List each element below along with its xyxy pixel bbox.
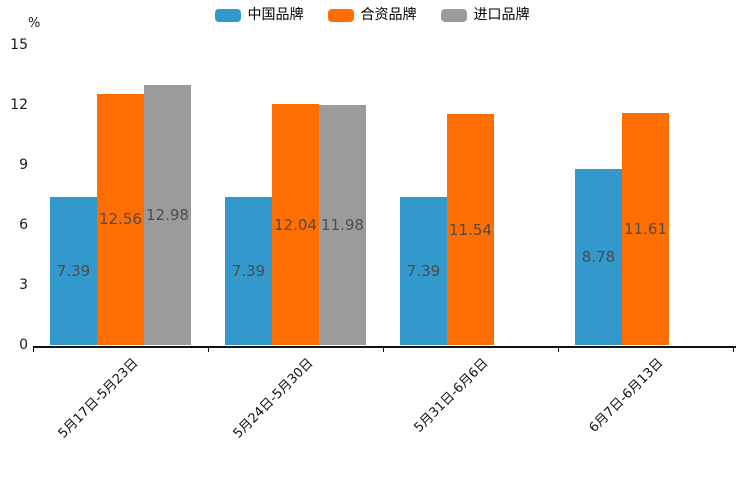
legend-label-china-brand: 中国品牌 (247, 7, 304, 23)
bar-value-label: 7.39 (56, 262, 91, 281)
x-axis-tick (383, 347, 385, 352)
y-tick-label: 3 (19, 277, 28, 293)
bar (575, 169, 622, 345)
x-axis-tick (733, 347, 735, 352)
legend-swatch-china-brand (214, 9, 241, 22)
legend-label-joint-venture-brand: 合资品牌 (360, 7, 417, 23)
legend-swatch-joint-venture-brand (327, 9, 354, 22)
bar (50, 197, 97, 345)
x-category-label: 5月17日-5月23日 (55, 355, 141, 442)
y-tick-label: 6 (19, 217, 28, 233)
bar-value-label: 11.98 (321, 216, 364, 235)
bar-value-label: 7.39 (406, 262, 441, 281)
x-category-label: 5月31日-6月6日 (410, 355, 491, 436)
x-axis-line (33, 346, 736, 348)
bar-value-label: 7.39 (231, 262, 266, 281)
x-category-label: 5月24日-5月30日 (230, 355, 316, 442)
bar (272, 104, 319, 345)
y-tick-label: 12 (10, 97, 28, 113)
legend-swatch-import-brand (440, 9, 467, 22)
y-tick-label: 0 (19, 337, 28, 353)
bar-value-label: 12.04 (274, 215, 317, 234)
x-category-label: 6月7日-6月13日 (585, 355, 666, 436)
bar-value-label: 11.54 (449, 220, 492, 239)
bar (622, 112, 669, 345)
bar (144, 85, 191, 345)
x-axis-tick (33, 347, 35, 352)
bar (225, 197, 272, 345)
y-axis-unit-label: % (28, 16, 41, 31)
bar-value-label: 12.56 (99, 210, 142, 229)
legend-item-import-brand[interactable]: 进口品牌 (440, 7, 530, 23)
legend-item-china-brand[interactable]: 中国品牌 (214, 7, 304, 23)
bar-value-label: 11.61 (624, 219, 667, 238)
bar-value-label: 12.98 (146, 206, 189, 225)
x-axis-tick (558, 347, 560, 352)
legend-item-joint-venture-brand[interactable]: 合资品牌 (327, 7, 417, 23)
bar (447, 114, 494, 345)
y-tick-label: 15 (10, 37, 28, 53)
legend: 中国品牌 合资品牌 进口品牌 (0, 8, 744, 23)
legend-label-import-brand: 进口品牌 (473, 7, 530, 23)
bar-value-label: 8.78 (581, 248, 616, 267)
x-axis-tick (208, 347, 210, 352)
bar (400, 197, 447, 345)
bar (97, 93, 144, 345)
bar (319, 105, 366, 345)
y-tick-label: 9 (19, 157, 28, 173)
